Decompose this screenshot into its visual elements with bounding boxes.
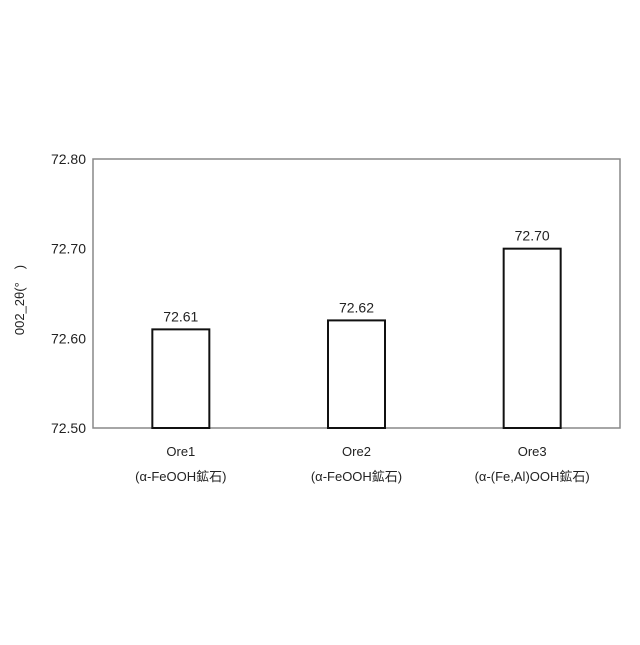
x-tick-sublabel: (α-FeOOH鉱石) <box>311 469 402 484</box>
x-tick-label: Ore2 <box>342 444 371 459</box>
x-tick-sublabel: (α-FeOOH鉱石) <box>135 469 226 484</box>
y-axis-label: 002_2θ(° ) <box>12 265 27 335</box>
x-tick-label: Ore3 <box>518 444 547 459</box>
data-label: 72.70 <box>515 228 550 244</box>
x-tick-label: Ore1 <box>166 444 195 459</box>
y-tick-label: 72.60 <box>51 330 86 346</box>
bar <box>152 329 209 428</box>
data-label: 72.62 <box>339 299 374 315</box>
y-tick-label: 72.50 <box>51 420 86 436</box>
x-tick-sublabel: (α-(Fe,Al)OOH鉱石) <box>475 469 590 484</box>
data-label: 72.61 <box>163 308 198 324</box>
bar <box>504 249 561 428</box>
bar <box>328 320 385 428</box>
y-tick-label: 72.80 <box>51 151 86 167</box>
y-tick-label: 72.70 <box>51 241 86 257</box>
